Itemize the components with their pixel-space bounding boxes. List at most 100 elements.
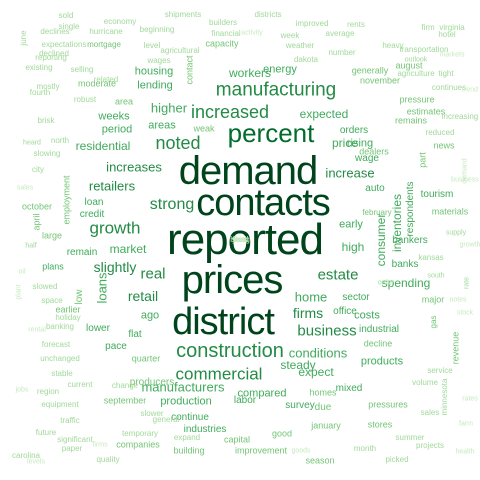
word: products [360,355,404,368]
word: fourth [29,88,51,97]
word: trend [462,86,478,94]
word: increases [106,159,162,175]
word: rents [347,20,365,29]
word: retail [127,288,159,304]
word: earlier [55,304,81,315]
word: good [271,428,293,439]
word: home [294,289,328,305]
word: equipment [41,400,79,409]
word: expectations [41,40,87,49]
word: economy [103,17,137,26]
word: estate [317,266,359,284]
word: region [36,387,60,396]
word: slightly [93,259,137,275]
word: service [427,366,453,375]
word: increased [190,102,270,122]
word: volume [412,378,438,387]
word: holiday [55,313,81,322]
word: health [455,448,475,456]
word: slowed [32,282,58,291]
word: noted [155,133,201,153]
word: half [25,242,37,250]
word: weather [285,41,315,50]
word: projects [415,441,445,450]
word: builders [208,18,238,27]
word: building [173,445,205,456]
word: slowing [33,149,61,158]
word: contact [184,55,195,85]
word: supply [445,229,467,237]
word: tourism [420,189,454,200]
word: slower [140,409,164,418]
word: real [140,265,166,283]
word: existing [25,63,53,72]
word: firm [421,23,435,32]
word: districts [254,10,282,19]
word: flat [128,329,142,340]
word: period [101,123,133,136]
word: increasing [441,112,479,121]
word: expand [173,433,201,442]
word: conditions [288,345,348,361]
word: forecast [41,340,71,349]
word: consumer [374,213,388,267]
word: rising [346,137,374,150]
word: number [328,48,356,57]
word: growth [89,218,141,238]
word: order [377,279,395,287]
word: declines [40,27,70,36]
word: banks [391,259,419,270]
word: farm [459,420,473,428]
word: industries [183,424,227,435]
word: pressure [399,94,435,105]
word: transportation [399,45,449,54]
word: sales [16,184,34,192]
word: continues [431,83,467,92]
word: weak [193,123,215,134]
word: respondents [405,181,416,237]
word: rate [463,276,471,290]
word: general [152,415,180,424]
word: carolina [11,451,41,460]
word: steel [231,235,249,244]
word: jobs [15,386,29,394]
word: agricultural [160,46,200,55]
word: traffic [60,416,80,425]
word: weeks [98,110,130,123]
word: stock [456,309,474,317]
word: level [143,41,161,50]
word: virginia [439,23,465,32]
word: activity [241,29,263,37]
word: quality [96,455,120,464]
word: agriculture [397,69,435,78]
word: high [341,240,365,254]
word: november [359,75,401,86]
word: picked [385,455,409,464]
word: paper [61,444,83,453]
word: energy [263,63,297,76]
word: january [311,420,341,431]
word: retailers [88,178,136,194]
word: auto [365,183,385,194]
word: higher [150,100,188,116]
word: reduced [425,128,455,137]
word: wages [147,56,171,65]
word: tight [438,69,454,78]
word: financial [211,29,241,38]
word: lending [137,79,173,92]
word: september [103,395,147,406]
word: stores [367,419,393,430]
word: credit [79,209,105,220]
word: gas [429,315,438,329]
word: hiring [230,235,250,244]
word: plans [42,261,64,272]
word: banking [45,322,75,331]
word: wage [355,153,379,164]
word: beginning [139,25,175,34]
word: improved [295,19,329,28]
word: companies [116,439,160,450]
word: contacts [196,182,331,224]
word: capital [223,434,251,445]
word: outlook [404,56,428,64]
word: loan [84,197,104,208]
